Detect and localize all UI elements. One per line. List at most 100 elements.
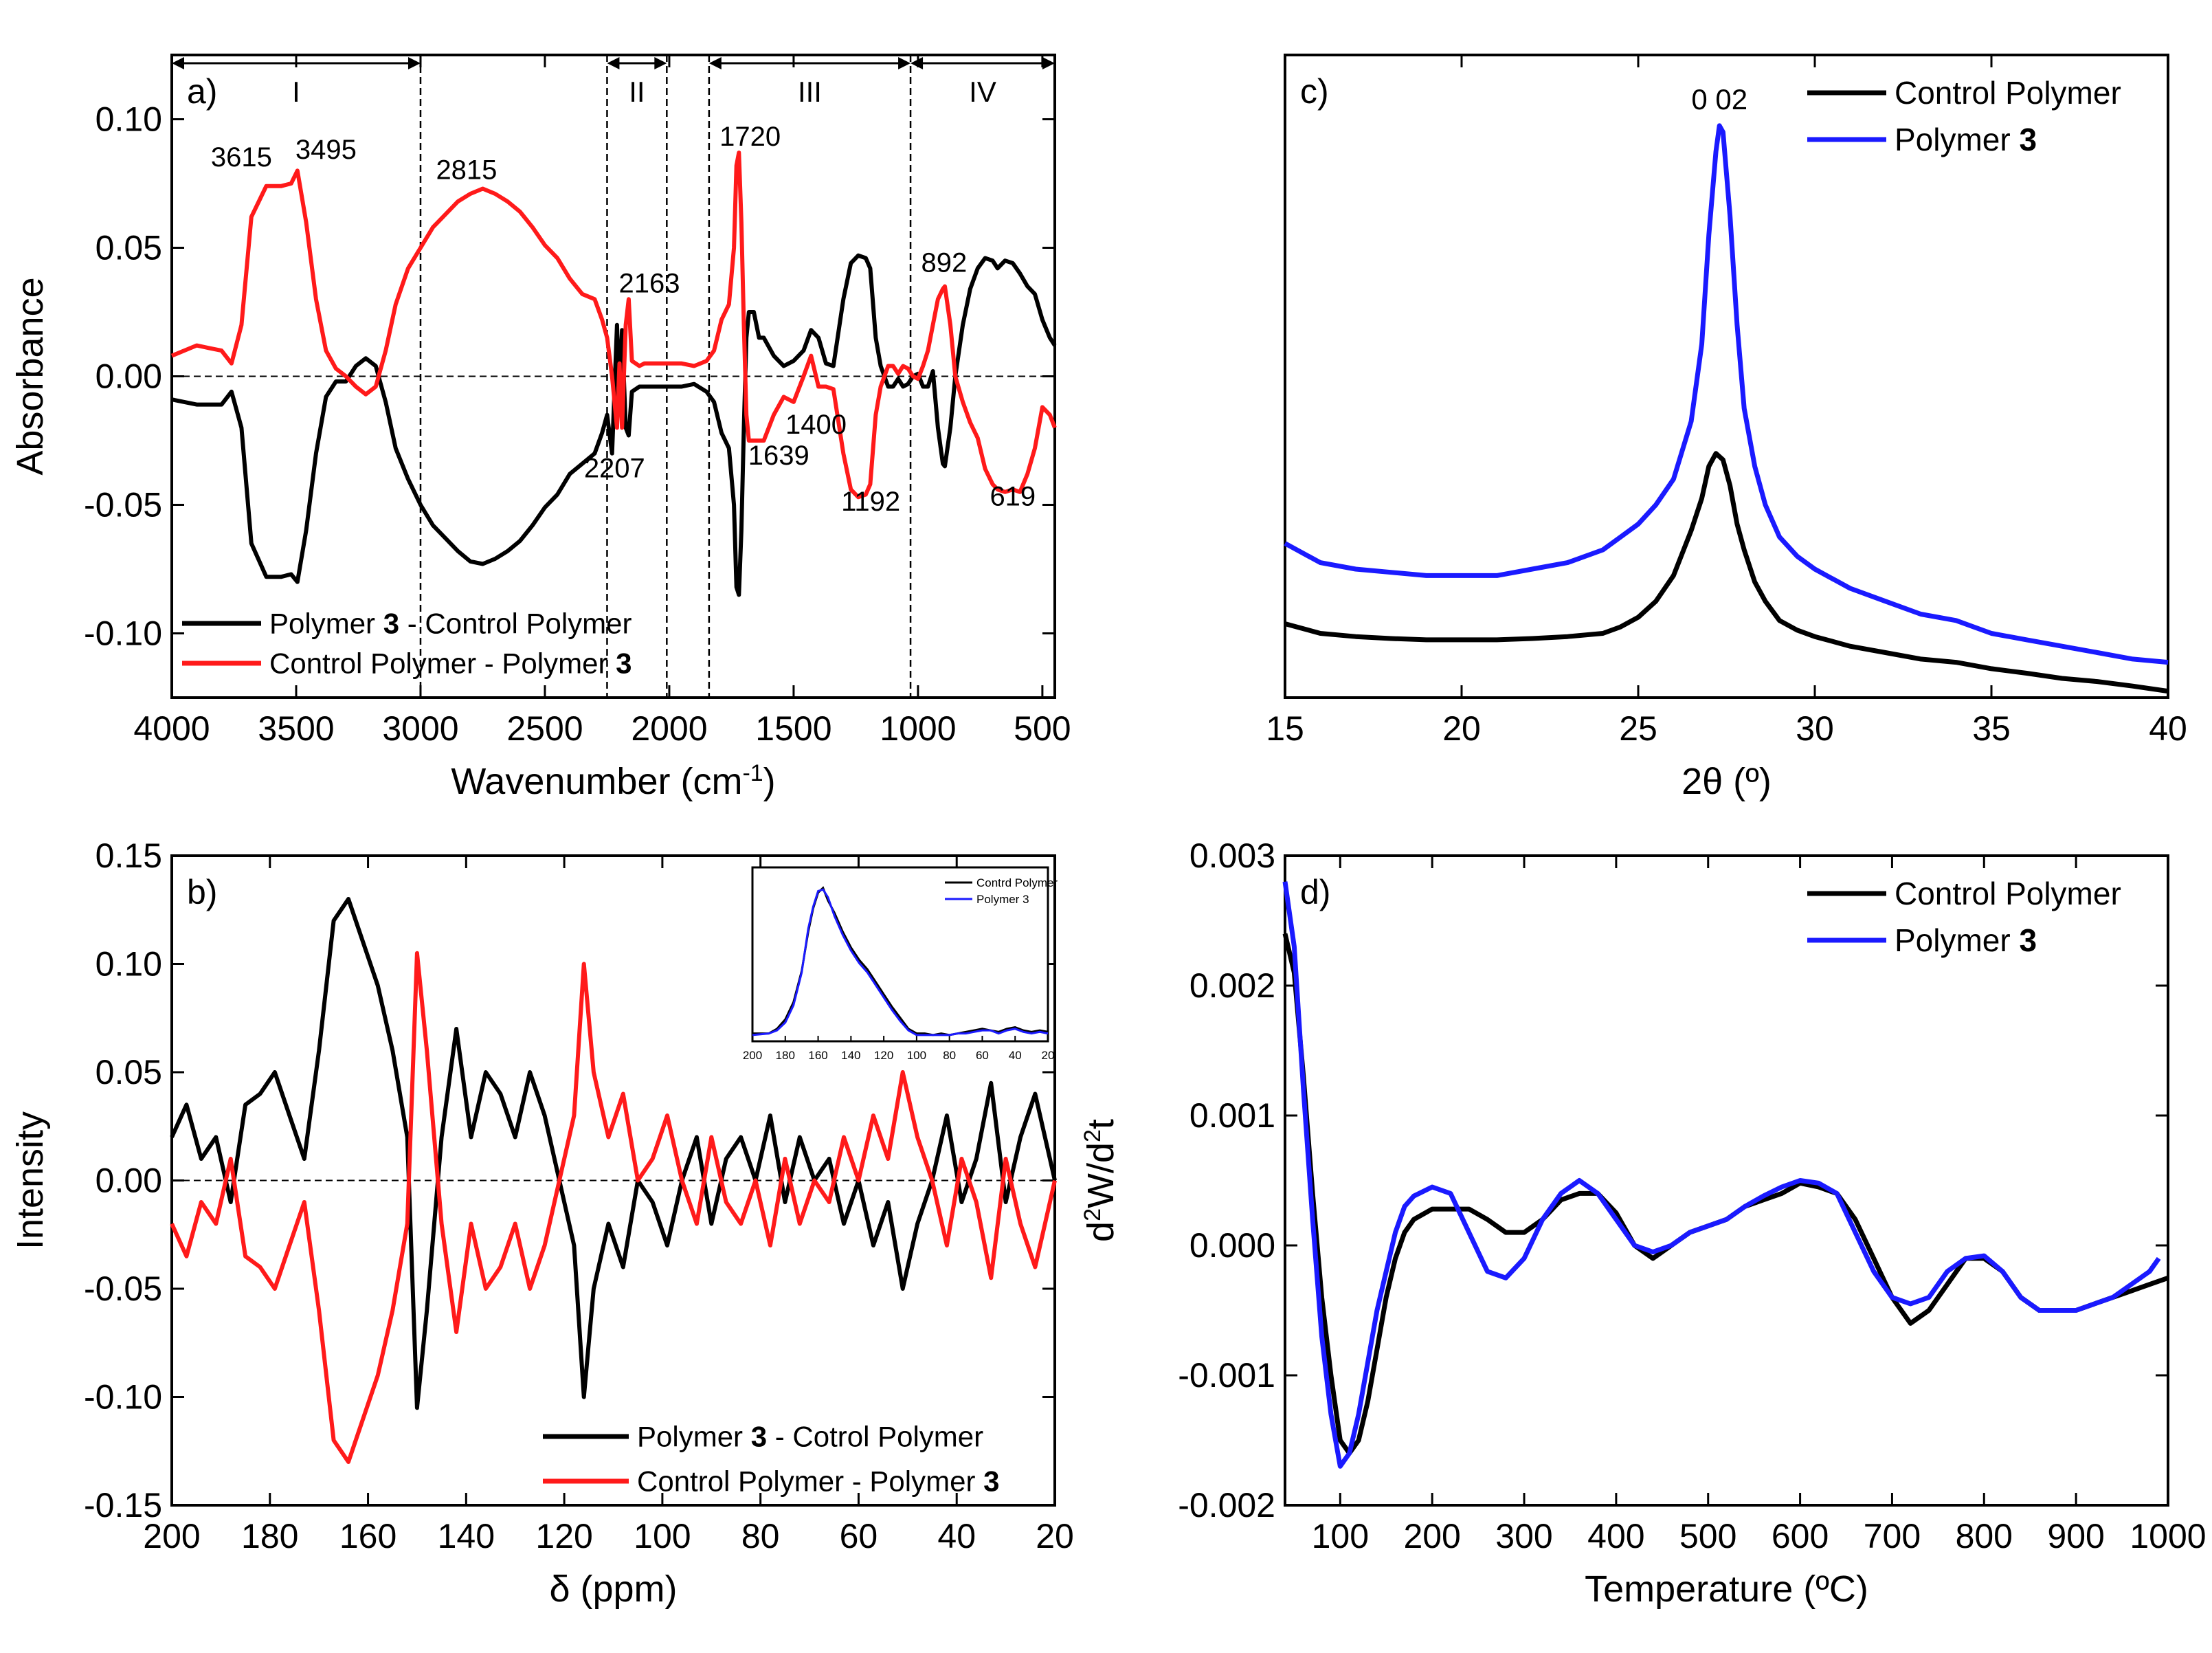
x-tick-label: 100 <box>634 1517 691 1555</box>
y-tick-label: 0.003 <box>1189 836 1275 875</box>
legend-label-part: Polymer <box>637 1421 751 1453</box>
x-tick-label: 15 <box>1266 709 1304 748</box>
region-arrowhead-right <box>1042 57 1055 69</box>
y-tick-label: 0.10 <box>96 100 162 139</box>
x-tick-label: 800 <box>1956 1517 2013 1555</box>
region-arrowhead-left <box>172 57 184 69</box>
y-tick-label: 0.05 <box>96 229 162 267</box>
x-tick-label: 600 <box>1772 1517 1829 1555</box>
y-tick-label: -0.10 <box>84 1378 162 1417</box>
y-tick-label: 0.002 <box>1189 966 1275 1005</box>
legend-label-part: Control Polymer <box>1895 75 2121 111</box>
legend-label: Control Polymer <box>1895 75 2121 111</box>
inset-x-tick-label: 20 <box>1042 1049 1055 1062</box>
x-tick-label: 2000 <box>631 709 707 748</box>
legend-label-part: 3 <box>616 647 632 680</box>
y-tick-label: -0.002 <box>1178 1486 1275 1524</box>
legend-label-part: 3 <box>2019 122 2037 157</box>
region-label: III <box>798 76 822 108</box>
legend-label-part: - Cotrol Polymer <box>767 1421 983 1453</box>
y-tick-label: 0.05 <box>96 1053 162 1091</box>
x-tick-label: 80 <box>741 1517 780 1555</box>
region-label: II <box>629 76 645 108</box>
x-tick-label: 700 <box>1864 1517 1921 1555</box>
inset-chart: 200 180 160 140 120 100 80 60 40 20 Contrd Polymer… <box>743 866 1058 1062</box>
panel-b: 200 180 160 140 120 100 80 60 40 20 -0.15 -0.10 -0.0… <box>10 836 1074 1610</box>
x-tick-label: 2500 <box>506 709 583 748</box>
peak-annotation: 3495 <box>295 135 357 165</box>
y-axis-label-part: 2 <box>1080 1208 1106 1221</box>
peak-annotation: 619 <box>990 482 1036 512</box>
x-axis-label-end: ) <box>763 761 776 802</box>
inset-x-tick-label: 160 <box>808 1049 827 1062</box>
y-tick-label: 0.000 <box>1189 1226 1275 1265</box>
panel-label: d) <box>1300 873 1330 911</box>
x-axis-label: δ (ppm) <box>549 1568 677 1610</box>
peak-annotation: 1400 <box>785 410 847 440</box>
x-tick-label: 3000 <box>382 709 458 748</box>
peak-annotation: 3615 <box>211 142 272 173</box>
legend-label: Control Polymer - Polymer 3 <box>637 1465 999 1498</box>
y-axis-label-part: t <box>1080 1119 1121 1129</box>
series-line <box>1282 881 2161 1469</box>
inset-series-line <box>752 888 1049 1036</box>
inset-x-tick-label: 180 <box>776 1049 795 1062</box>
legend-label-part: Control Polymer <box>1895 876 2121 911</box>
region-label: IV <box>969 76 996 108</box>
region-arrowhead-left <box>911 57 924 69</box>
series-line <box>1284 451 2169 694</box>
panel-label: c) <box>1300 72 1329 111</box>
x-tick-label: 3500 <box>258 709 334 748</box>
y-tick-label: 0.001 <box>1189 1096 1275 1135</box>
legend-label-part: 3 <box>383 608 399 640</box>
inset-x-tick-label: 120 <box>874 1049 893 1062</box>
x-axis-label-sup: -1 <box>742 760 763 786</box>
legend-label: Polymer 3 <box>1895 122 2037 157</box>
panel-c: 15 20 25 30 35 40 c) 0 02 Control Polymer Polymer… <box>1266 54 2187 802</box>
peak-annotation: 1192 <box>841 487 900 517</box>
x-tick-label: 20 <box>1442 709 1481 748</box>
inset-x-tick-label: 40 <box>1009 1049 1022 1062</box>
plot-frame <box>1284 854 2169 1507</box>
legend-label: Polymer 3 - Cotrol Polymer <box>637 1421 983 1453</box>
x-tick-label: 100 <box>1312 1517 1369 1555</box>
x-tick-label: 25 <box>1619 709 1657 748</box>
region-arrowhead-right <box>654 57 667 69</box>
legend-label: Control Polymer <box>1895 876 2121 911</box>
x-axis-label: Wavenumber (cm-1) <box>451 760 775 802</box>
x-tick-label: 140 <box>438 1517 495 1555</box>
series-line <box>170 951 1057 1464</box>
legend-label: Polymer 3 - Control Polymer <box>269 608 632 640</box>
y-axis-label: Intensity <box>10 1111 51 1250</box>
legend-label: Control Polymer - Polymer 3 <box>269 647 632 680</box>
x-axis-label: 2θ (º) <box>1682 761 1772 802</box>
y-tick-label: -0.15 <box>84 1486 162 1524</box>
inset-legend-label: Polymer 3 <box>976 893 1029 906</box>
inset-x-tick-label: 60 <box>976 1049 989 1062</box>
y-axis-label-part: 2 <box>1080 1129 1106 1142</box>
peak-annotation: 0 02 <box>1691 83 1747 115</box>
inset-x-tick-label: 200 <box>743 1049 762 1062</box>
legend-label-part: - Control Polymer <box>399 608 632 640</box>
x-tick-label: 40 <box>937 1517 976 1555</box>
y-tick-label: -0.05 <box>84 486 162 524</box>
x-tick-label: 40 <box>2149 709 2187 748</box>
legend-label-part: Polymer <box>269 608 383 640</box>
y-axis-label-part: d <box>1080 1221 1121 1242</box>
inset-x-tick-label: 140 <box>841 1049 860 1062</box>
region-arrowhead-left <box>607 57 620 69</box>
peak-annotation: 2815 <box>436 155 497 186</box>
y-tick-label: -0.10 <box>84 614 162 653</box>
peak-annotation: 892 <box>921 247 968 278</box>
legend-label-part: 3 <box>751 1421 767 1453</box>
plot-frame <box>1284 54 2169 699</box>
y-tick-label: -0.05 <box>84 1269 162 1308</box>
region-arrowhead-right <box>407 57 421 69</box>
legend-label-part: Control Polymer - Polymer <box>269 647 616 680</box>
region-arrowhead-left <box>708 57 722 69</box>
inset-legend-label: Contrd Polymer <box>976 876 1058 889</box>
panel-label: a) <box>187 72 217 111</box>
peak-annotation: 2207 <box>584 454 645 484</box>
